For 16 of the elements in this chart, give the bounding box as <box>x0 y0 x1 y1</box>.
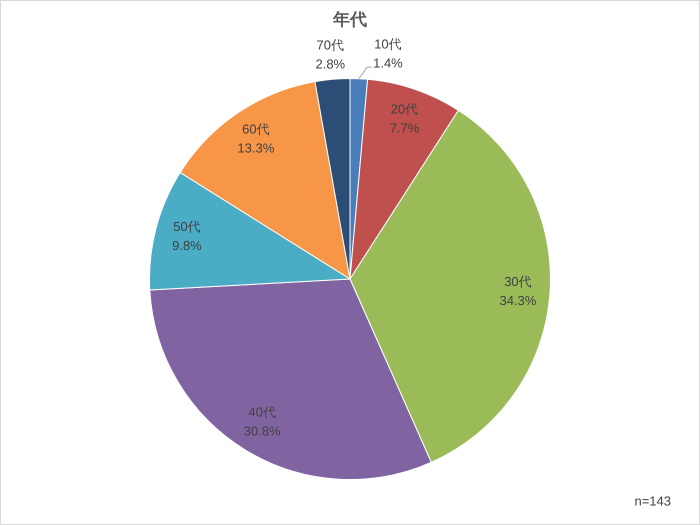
data-label: 34.3% <box>499 293 537 308</box>
data-label: 13.3% <box>237 140 275 156</box>
slice-label: 50代 <box>173 218 201 234</box>
slice-label: 70代 <box>316 37 344 52</box>
text: n=143 <box>634 494 671 509</box>
data-label: 30.8% <box>244 424 281 439</box>
slice-label: 40代 <box>248 404 276 420</box>
slice-label: 10代 <box>374 36 402 52</box>
slice-label: 30代 <box>504 274 532 290</box>
data-label: 2.8% <box>315 56 346 72</box>
data-label: 1.4% <box>373 56 404 71</box>
data-label: 7.7% <box>390 120 420 136</box>
chart-title: 年代 <box>332 10 367 29</box>
slice-label: 60代 <box>242 121 270 136</box>
slice-label: 20代 <box>390 102 418 117</box>
data-label: 9.8% <box>172 238 202 253</box>
